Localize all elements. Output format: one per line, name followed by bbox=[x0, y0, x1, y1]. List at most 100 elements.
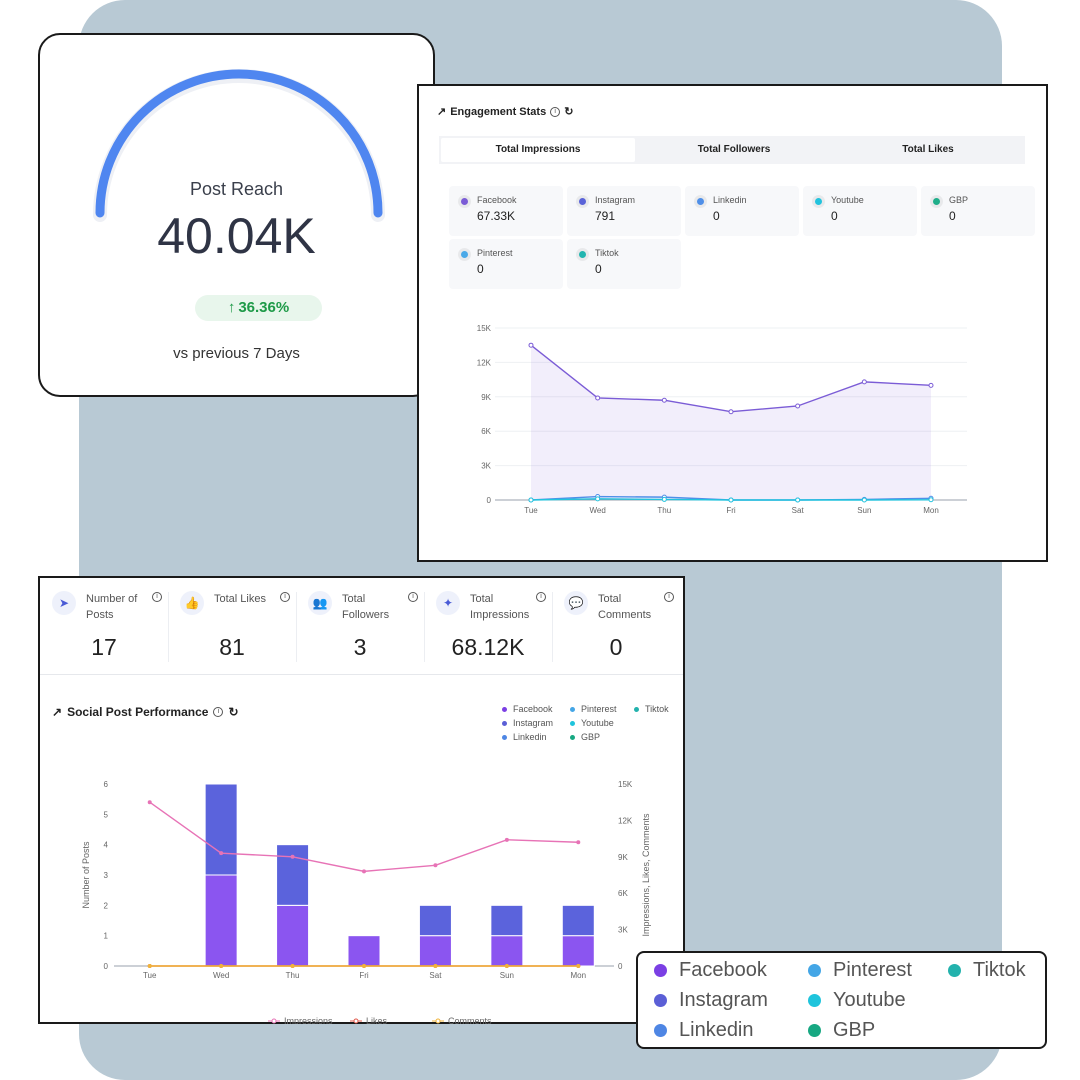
bar-instagram bbox=[418, 904, 452, 937]
platform-dot bbox=[697, 198, 704, 205]
reach-change-badge: ↑ 36.36% bbox=[195, 295, 322, 321]
legend-dot bbox=[808, 964, 821, 977]
platform-dot bbox=[933, 198, 940, 205]
data-point bbox=[728, 409, 734, 415]
performance-header: ↗ Social Post Performance i ↻ bbox=[52, 705, 239, 719]
stat-label: Total Impressions bbox=[470, 593, 530, 621]
data-point bbox=[595, 496, 601, 502]
platform-dot bbox=[461, 251, 468, 258]
legend-label: Pinterest bbox=[581, 704, 617, 714]
platform-name: Tiktok bbox=[595, 248, 619, 258]
legend-dot bbox=[948, 964, 961, 977]
legend-label: GBP bbox=[581, 732, 601, 742]
stat-total-likes: 👍 Total Likes i 81 bbox=[168, 578, 296, 673]
engagement-header: ↗ Engagement Stats i ↻ bbox=[437, 105, 574, 119]
bottom-legend-dot bbox=[271, 1018, 277, 1024]
x-tick-label: Wed bbox=[590, 506, 606, 515]
x-tick-label: Sat bbox=[792, 506, 805, 515]
engagement-stats-card: ↗ Engagement Stats i ↻ Total Impressions… bbox=[417, 84, 1048, 562]
trend-icon: ↗ bbox=[437, 106, 447, 118]
platform-dot bbox=[815, 198, 822, 205]
stat-value: 81 bbox=[219, 634, 245, 660]
y2-tick-label: 9K bbox=[618, 853, 628, 862]
stat-value: 17 bbox=[91, 634, 117, 660]
bar-facebook bbox=[276, 904, 310, 967]
legend-item-facebook: Facebook bbox=[654, 959, 767, 982]
info-icon[interactable]: i bbox=[664, 592, 674, 602]
legend-label: Tiktok bbox=[645, 704, 669, 714]
platform-tile-linkedin: Linkedin 0 bbox=[685, 186, 799, 236]
y2-tick-label: 6K bbox=[618, 889, 628, 898]
tab-total-followers[interactable]: Total Followers bbox=[697, 144, 771, 155]
reach-change-value: 36.36% bbox=[238, 299, 290, 316]
platform-name: Youtube bbox=[831, 195, 864, 205]
line-point bbox=[504, 964, 509, 968]
y-tick-label: 0 bbox=[104, 962, 109, 971]
info-icon[interactable]: i bbox=[152, 592, 162, 602]
data-point bbox=[861, 497, 867, 503]
legend-item-pinterest: Pinterest bbox=[808, 959, 912, 982]
reach-value: 40.04K bbox=[157, 208, 316, 264]
stat-total-comments: 💬 Total Comments i 0 bbox=[552, 578, 680, 673]
mini-legend-instagram: Instagram bbox=[502, 718, 553, 728]
chat-icon: 💬 bbox=[564, 591, 588, 615]
legend-item-gbp: GBP bbox=[808, 1019, 875, 1042]
performance-bar-chart: 0 1 2 3 4 5 6 0 3K 6K 9K 12K 15K Number of Posts Impre… bbox=[81, 780, 651, 1024]
y2-tick-label: 12K bbox=[618, 816, 633, 825]
x-tick-label: Tue bbox=[524, 506, 538, 515]
y-tick-label: 6 bbox=[104, 780, 109, 789]
info-icon[interactable]: i bbox=[213, 707, 224, 717]
y2-tick-label: 0 bbox=[618, 962, 623, 971]
x-tick-label: Mon bbox=[571, 971, 587, 980]
platform-name: Facebook bbox=[477, 195, 517, 205]
engagement-title: Engagement Stats bbox=[450, 105, 547, 118]
y-tick-label: 12K bbox=[477, 358, 492, 367]
x-tick-label: Sun bbox=[857, 506, 871, 515]
bottom-legend-label: Comments bbox=[448, 1016, 492, 1024]
refresh-icon[interactable]: ↻ bbox=[228, 705, 239, 719]
info-icon[interactable]: i bbox=[550, 106, 561, 117]
bottom-legend-label: Likes bbox=[366, 1016, 388, 1024]
platform-dot bbox=[579, 251, 586, 258]
y-axis-label: Number of Posts bbox=[81, 841, 91, 909]
platform-tile-tiktok: Tiktok 0 bbox=[567, 239, 681, 289]
bottom-legend-dot bbox=[435, 1018, 441, 1024]
platform-tile-instagram: Instagram 791 bbox=[567, 186, 681, 236]
legend-label: Pinterest bbox=[833, 959, 912, 981]
line-point bbox=[433, 863, 438, 868]
legend-label: Linkedin bbox=[679, 1019, 754, 1041]
x-tick-label: Sun bbox=[500, 971, 514, 980]
cursor-click-icon: ✦ bbox=[436, 591, 460, 615]
info-icon[interactable]: i bbox=[536, 592, 546, 602]
tab-total-likes[interactable]: Total Likes bbox=[902, 144, 954, 155]
info-icon[interactable]: i bbox=[408, 592, 418, 602]
bar-instagram bbox=[490, 904, 524, 937]
bottom-legend-dot bbox=[353, 1018, 359, 1024]
legend-label: Linkedin bbox=[513, 732, 547, 742]
line-point bbox=[576, 964, 581, 968]
x-tick-label: Wed bbox=[213, 971, 229, 980]
y-tick-label: 9K bbox=[481, 393, 491, 402]
stat-value: 68.12K bbox=[451, 634, 525, 660]
platform-value: 791 bbox=[595, 209, 616, 223]
y-tick-label: 15K bbox=[477, 324, 492, 333]
line-point bbox=[147, 964, 152, 968]
arrow-up-icon: ↑ bbox=[227, 299, 236, 316]
data-point bbox=[861, 379, 867, 385]
x-tick-label: Fri bbox=[726, 506, 736, 515]
legend-item-linkedin: Linkedin bbox=[654, 1019, 754, 1042]
reach-title: Post Reach bbox=[189, 179, 284, 199]
data-point bbox=[528, 342, 534, 348]
stat-label: Total Comments bbox=[598, 593, 652, 621]
x-tick-label: Thu bbox=[286, 971, 300, 980]
info-icon[interactable]: i bbox=[280, 592, 290, 602]
tab-total-impressions[interactable]: Total Impressions bbox=[441, 138, 635, 162]
data-point bbox=[795, 497, 801, 503]
refresh-icon[interactable]: ↻ bbox=[564, 106, 574, 118]
bar-facebook bbox=[347, 935, 381, 967]
platform-value: 0 bbox=[949, 209, 956, 223]
line-point bbox=[362, 964, 366, 968]
y-tick-label: 5 bbox=[104, 810, 109, 819]
mini-legend-tiktok: Tiktok bbox=[634, 704, 669, 714]
users-icon: 👥 bbox=[308, 591, 332, 615]
